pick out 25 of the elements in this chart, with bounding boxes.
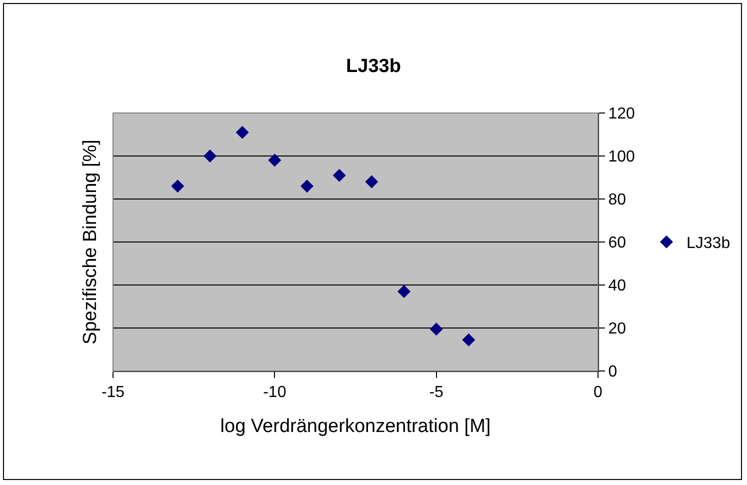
- y-axis-title: Spezifische Bindung [%]: [80, 140, 101, 344]
- chart-title: LJ33b: [346, 56, 401, 78]
- x-tick-label: -15: [101, 384, 125, 402]
- y-tick-label: 40: [608, 278, 626, 295]
- point: [171, 180, 184, 193]
- x-tick-label: 0: [594, 384, 603, 402]
- point: [236, 126, 249, 139]
- legend-label: LJ33b: [686, 235, 730, 252]
- point: [398, 284, 410, 298]
- y-tick-label: 80: [608, 192, 626, 209]
- y-tick-label: 100: [608, 148, 635, 166]
- y-tick-label: 120: [608, 106, 635, 123]
- point: [268, 154, 282, 167]
- x-axis-title: log Verdrängerkonzentration [M]: [220, 416, 491, 437]
- y-tick-label: 60: [608, 234, 626, 252]
- point: [204, 150, 216, 162]
- x-tick-label: -5: [429, 384, 444, 402]
- point: [462, 333, 476, 346]
- point: [430, 322, 443, 336]
- point: [332, 168, 346, 182]
- point: [365, 175, 378, 188]
- point: [300, 180, 314, 193]
- x-tick-label: -10: [263, 384, 286, 402]
- y-tick-label: 0: [608, 364, 618, 381]
- y-tick-label: 20: [608, 320, 626, 338]
